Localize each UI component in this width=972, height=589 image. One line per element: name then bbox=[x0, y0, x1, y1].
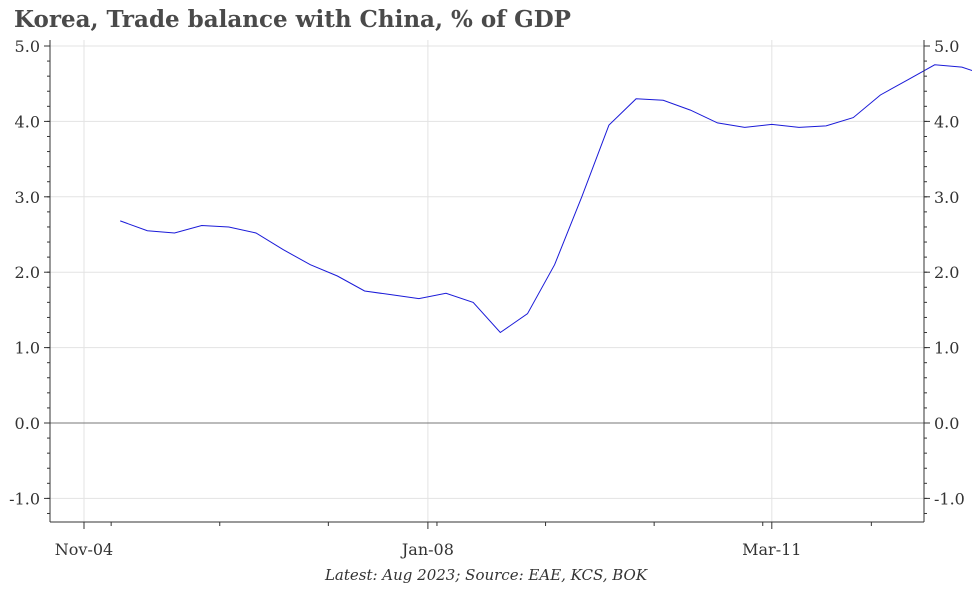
y-tick-label-right: 5.0 bbox=[934, 37, 959, 56]
y-axis-left: 5.0 4.0 3.0 2.0 1.0 0.0 -1.0 bbox=[9, 37, 40, 508]
y-tick-label-right: 4.0 bbox=[934, 112, 959, 131]
x-tick-label: Jan-08 bbox=[400, 540, 454, 559]
y-tick-label-left: 3.0 bbox=[15, 188, 40, 207]
y-tick-label-right: -1.0 bbox=[934, 489, 965, 508]
y-tick-label-right: 3.0 bbox=[934, 188, 959, 207]
y-tick-label-left: 5.0 bbox=[15, 37, 40, 56]
axes bbox=[44, 40, 930, 529]
y-tick-label-left: 1.0 bbox=[15, 339, 40, 358]
y-tick-label-left: 0.0 bbox=[15, 414, 40, 433]
y-tick-label-left: 2.0 bbox=[15, 263, 40, 282]
footnote: Latest: Aug 2023; Source: EAE, KCS, BOK bbox=[324, 566, 648, 584]
grid-lines bbox=[50, 40, 924, 522]
series-line bbox=[120, 64, 972, 334]
x-axis: Nov-04Jan-08Mar-11May-14Jul-17Sep-20Nov-… bbox=[55, 540, 802, 559]
y-tick-label-left: 4.0 bbox=[15, 112, 40, 131]
y-tick-label-left: -1.0 bbox=[9, 489, 40, 508]
y-tick-label-right: 2.0 bbox=[934, 263, 959, 282]
y-tick-label-right: 0.0 bbox=[934, 414, 959, 433]
x-tick-label: Mar-11 bbox=[742, 540, 801, 559]
y-tick-label-right: 1.0 bbox=[934, 339, 959, 358]
chart-title: Korea, Trade balance with China, % of GD… bbox=[14, 6, 571, 33]
y-axis-right: 5.0 4.0 3.0 2.0 1.0 0.0 -1.0 bbox=[934, 37, 965, 508]
x-tick-label: Nov-04 bbox=[55, 540, 113, 559]
